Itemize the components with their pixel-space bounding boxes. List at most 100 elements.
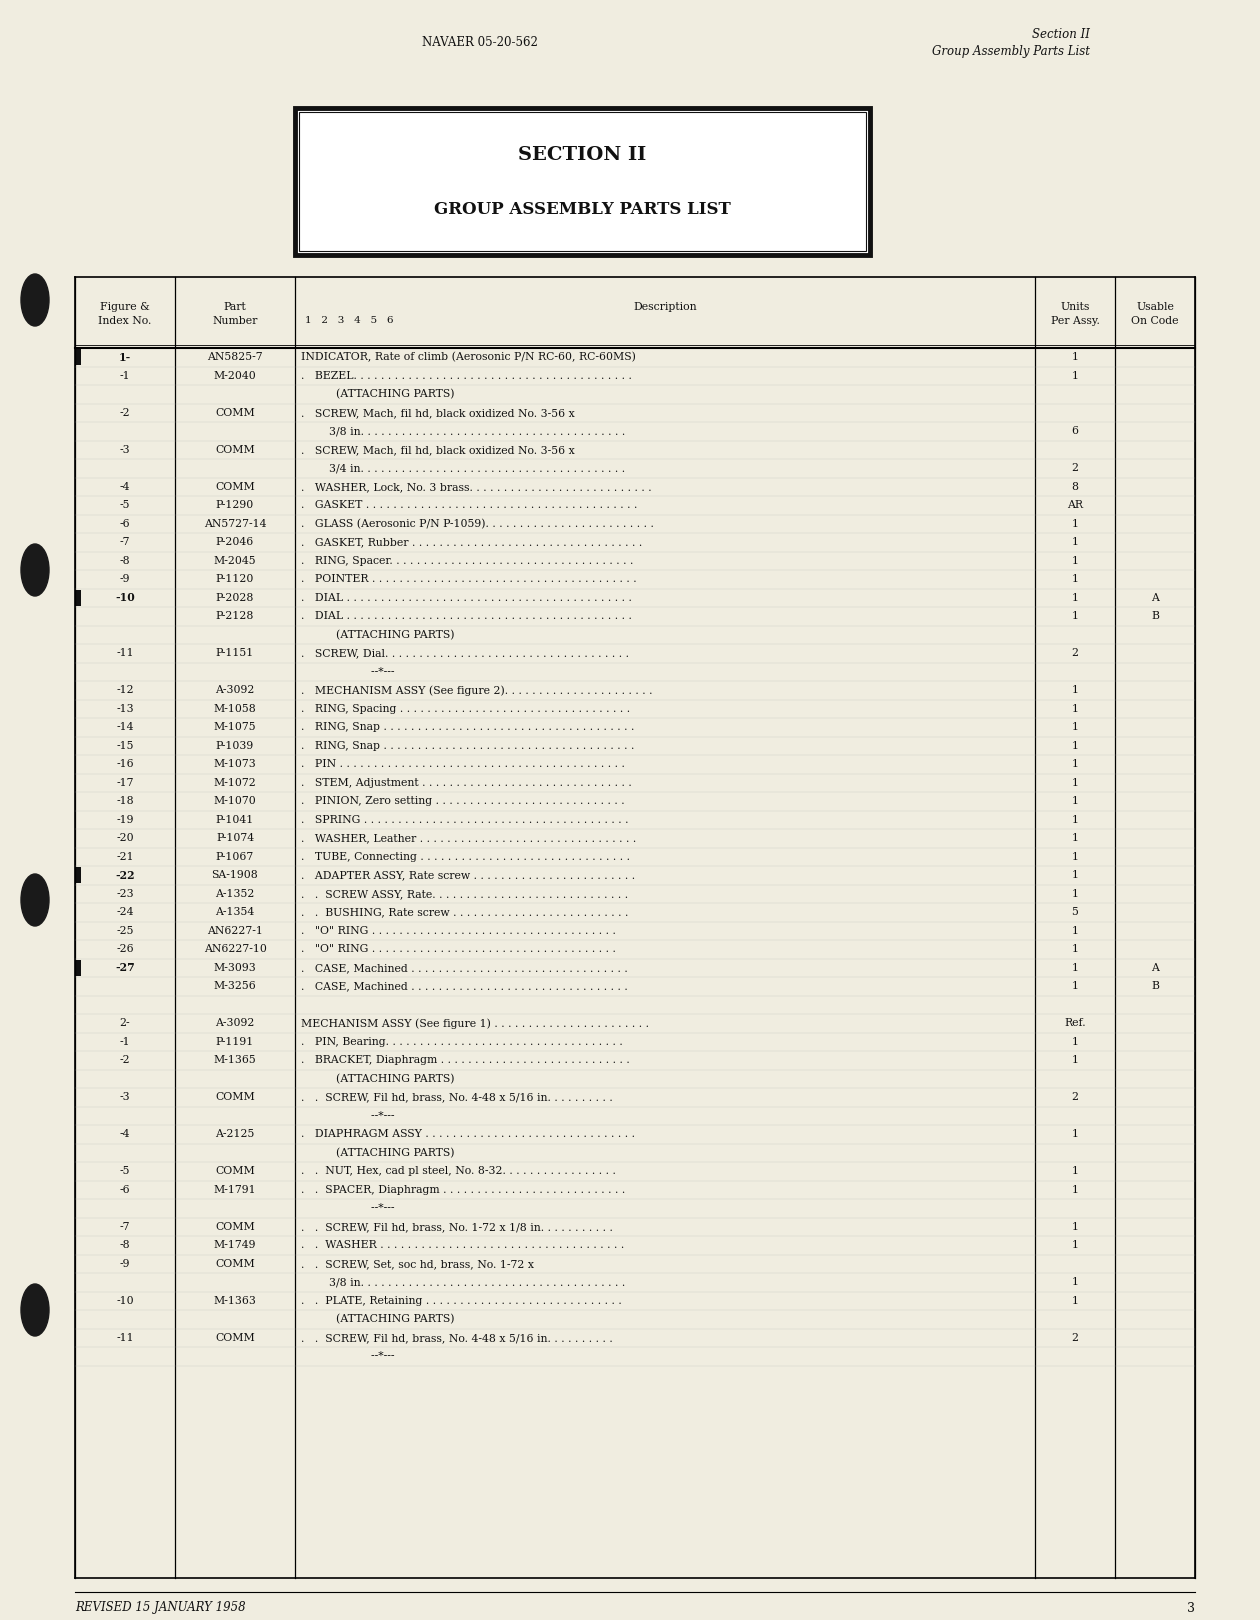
Text: .   .  SCREW, Fil hd, brass, No. 4-48 x 5/16 in. . . . . . . . . .: . . SCREW, Fil hd, brass, No. 4-48 x 5/1… bbox=[301, 1333, 612, 1343]
Text: .   .  WASHER . . . . . . . . . . . . . . . . . . . . . . . . . . . . . . . . . : . . WASHER . . . . . . . . . . . . . . .… bbox=[301, 1241, 624, 1251]
Text: -16: -16 bbox=[116, 760, 134, 770]
Text: B: B bbox=[1152, 982, 1159, 991]
Text: 1: 1 bbox=[1071, 1129, 1079, 1139]
Text: P-2128: P-2128 bbox=[215, 611, 255, 620]
Text: 5: 5 bbox=[1071, 907, 1079, 917]
Text: .   PINION, Zero setting . . . . . . . . . . . . . . . . . . . . . . . . . . . .: . PINION, Zero setting . . . . . . . . .… bbox=[301, 797, 625, 807]
Text: SA-1908: SA-1908 bbox=[212, 870, 258, 880]
Text: -4: -4 bbox=[120, 481, 130, 492]
Text: NAVAER 05-20-562: NAVAER 05-20-562 bbox=[422, 36, 538, 49]
Text: .   "O" RING . . . . . . . . . . . . . . . . . . . . . . . . . . . . . . . . . .: . "O" RING . . . . . . . . . . . . . . .… bbox=[301, 925, 616, 936]
Text: .   .  SPACER, Diaphragm . . . . . . . . . . . . . . . . . . . . . . . . . . .: . . SPACER, Diaphragm . . . . . . . . . … bbox=[301, 1184, 625, 1196]
Text: .   WASHER, Lock, No. 3 brass. . . . . . . . . . . . . . . . . . . . . . . . . .: . WASHER, Lock, No. 3 brass. . . . . . .… bbox=[301, 481, 651, 492]
Text: 1: 1 bbox=[1071, 925, 1079, 936]
Text: 1: 1 bbox=[1071, 352, 1079, 363]
Text: .   MECHANISM ASSY (See figure 2). . . . . . . . . . . . . . . . . . . . . .: . MECHANISM ASSY (See figure 2). . . . .… bbox=[301, 685, 653, 695]
Text: Ref.: Ref. bbox=[1065, 1019, 1086, 1029]
Text: A-2125: A-2125 bbox=[215, 1129, 255, 1139]
Text: -24: -24 bbox=[116, 907, 134, 917]
Text: .   SPRING . . . . . . . . . . . . . . . . . . . . . . . . . . . . . . . . . . .: . SPRING . . . . . . . . . . . . . . . .… bbox=[301, 815, 629, 825]
Text: .   TUBE, Connecting . . . . . . . . . . . . . . . . . . . . . . . . . . . . . .: . TUBE, Connecting . . . . . . . . . . .… bbox=[301, 852, 630, 862]
FancyBboxPatch shape bbox=[299, 112, 866, 251]
Text: 1: 1 bbox=[1071, 797, 1079, 807]
Text: 1: 1 bbox=[1071, 723, 1079, 732]
Text: 1: 1 bbox=[1071, 1221, 1079, 1231]
Text: .   RING, Spacing . . . . . . . . . . . . . . . . . . . . . . . . . . . . . . . : . RING, Spacing . . . . . . . . . . . . … bbox=[301, 703, 630, 714]
Text: A-3092: A-3092 bbox=[215, 1019, 255, 1029]
Text: AN5825-7: AN5825-7 bbox=[207, 352, 263, 363]
Text: 1: 1 bbox=[1071, 518, 1079, 528]
Bar bbox=[76, 590, 81, 606]
Text: P-2046: P-2046 bbox=[215, 538, 255, 548]
Text: -1: -1 bbox=[120, 1037, 130, 1047]
Text: -5: -5 bbox=[120, 501, 130, 510]
Text: (ATTACHING PARTS): (ATTACHING PARTS) bbox=[301, 389, 455, 400]
Text: 1: 1 bbox=[1071, 703, 1079, 714]
Text: -21: -21 bbox=[116, 852, 134, 862]
Text: -19: -19 bbox=[116, 815, 134, 825]
Text: .   .  BUSHING, Rate screw . . . . . . . . . . . . . . . . . . . . . . . . . .: . . BUSHING, Rate screw . . . . . . . . … bbox=[301, 907, 629, 917]
Text: M-1075: M-1075 bbox=[214, 723, 256, 732]
Text: -11: -11 bbox=[116, 1333, 134, 1343]
Text: M-3256: M-3256 bbox=[214, 982, 256, 991]
Text: .   RING, Snap . . . . . . . . . . . . . . . . . . . . . . . . . . . . . . . . .: . RING, Snap . . . . . . . . . . . . . .… bbox=[301, 723, 634, 732]
Text: Description: Description bbox=[634, 301, 697, 313]
Text: M-2040: M-2040 bbox=[214, 371, 256, 381]
Text: M-3093: M-3093 bbox=[214, 962, 256, 972]
Text: Section II: Section II bbox=[1032, 29, 1090, 42]
Text: .   "O" RING . . . . . . . . . . . . . . . . . . . . . . . . . . . . . . . . . .: . "O" RING . . . . . . . . . . . . . . .… bbox=[301, 944, 616, 954]
Text: .   ADAPTER ASSY, Rate screw . . . . . . . . . . . . . . . . . . . . . . . .: . ADAPTER ASSY, Rate screw . . . . . . .… bbox=[301, 870, 635, 880]
Text: 1: 1 bbox=[1071, 371, 1079, 381]
Text: -6: -6 bbox=[120, 1184, 130, 1196]
Text: 1: 1 bbox=[1071, 852, 1079, 862]
Text: .   GASKET, Rubber . . . . . . . . . . . . . . . . . . . . . . . . . . . . . . .: . GASKET, Rubber . . . . . . . . . . . .… bbox=[301, 538, 643, 548]
Text: COMM: COMM bbox=[215, 408, 255, 418]
Text: 1: 1 bbox=[1071, 611, 1079, 620]
Text: -12: -12 bbox=[116, 685, 134, 695]
Text: P-1039: P-1039 bbox=[215, 740, 255, 750]
Text: 8: 8 bbox=[1071, 481, 1079, 492]
Text: -11: -11 bbox=[116, 648, 134, 658]
Text: .   DIAL . . . . . . . . . . . . . . . . . . . . . . . . . . . . . . . . . . . .: . DIAL . . . . . . . . . . . . . . . . .… bbox=[301, 611, 631, 620]
Text: COMM: COMM bbox=[215, 481, 255, 492]
Text: .   PIN . . . . . . . . . . . . . . . . . . . . . . . . . . . . . . . . . . . . : . PIN . . . . . . . . . . . . . . . . . … bbox=[301, 760, 625, 770]
Text: --*---: --*--- bbox=[301, 667, 394, 677]
Text: AN6227-1: AN6227-1 bbox=[207, 925, 263, 936]
Text: .   CASE, Machined . . . . . . . . . . . . . . . . . . . . . . . . . . . . . . .: . CASE, Machined . . . . . . . . . . . .… bbox=[301, 982, 627, 991]
Text: (ATTACHING PARTS): (ATTACHING PARTS) bbox=[301, 630, 455, 640]
Text: -20: -20 bbox=[116, 833, 134, 844]
Text: M-1072: M-1072 bbox=[214, 778, 256, 787]
Text: -8: -8 bbox=[120, 556, 130, 565]
Text: -23: -23 bbox=[116, 889, 134, 899]
Text: P-1120: P-1120 bbox=[215, 573, 255, 585]
Text: .   CASE, Machined . . . . . . . . . . . . . . . . . . . . . . . . . . . . . . .: . CASE, Machined . . . . . . . . . . . .… bbox=[301, 962, 627, 972]
Text: .   GLASS (Aerosonic P/N P-1059). . . . . . . . . . . . . . . . . . . . . . . . : . GLASS (Aerosonic P/N P-1059). . . . . … bbox=[301, 518, 654, 528]
Bar bbox=[76, 961, 81, 975]
Text: --*---: --*--- bbox=[301, 1111, 394, 1121]
Text: -6: -6 bbox=[120, 518, 130, 528]
Text: M-1365: M-1365 bbox=[214, 1055, 256, 1066]
Text: 1: 1 bbox=[1071, 1277, 1079, 1288]
Text: 1: 1 bbox=[1071, 870, 1079, 880]
Text: -7: -7 bbox=[120, 538, 130, 548]
Text: COMM: COMM bbox=[215, 1092, 255, 1102]
Text: M-1070: M-1070 bbox=[214, 797, 256, 807]
Text: COMM: COMM bbox=[215, 1333, 255, 1343]
Text: 1: 1 bbox=[1071, 815, 1079, 825]
Text: .   RING, Spacer. . . . . . . . . . . . . . . . . . . . . . . . . . . . . . . . : . RING, Spacer. . . . . . . . . . . . . … bbox=[301, 556, 634, 565]
Text: -8: -8 bbox=[120, 1241, 130, 1251]
Text: Part: Part bbox=[223, 301, 247, 313]
Text: 1: 1 bbox=[1071, 889, 1079, 899]
Text: 3: 3 bbox=[1187, 1602, 1194, 1615]
Text: 2: 2 bbox=[1071, 463, 1079, 473]
Text: .   POINTER . . . . . . . . . . . . . . . . . . . . . . . . . . . . . . . . . . : . POINTER . . . . . . . . . . . . . . . … bbox=[301, 573, 636, 585]
Text: .   .  SCREW, Set, soc hd, brass, No. 1-72 x: . . SCREW, Set, soc hd, brass, No. 1-72 … bbox=[301, 1259, 534, 1268]
Text: Usable: Usable bbox=[1137, 301, 1174, 313]
Text: -10: -10 bbox=[116, 1296, 134, 1306]
Text: P-1041: P-1041 bbox=[215, 815, 255, 825]
Text: B: B bbox=[1152, 611, 1159, 620]
Text: P-1074: P-1074 bbox=[215, 833, 255, 844]
Text: 1   2   3   4   5   6: 1 2 3 4 5 6 bbox=[305, 316, 393, 326]
Text: GROUP ASSEMBLY PARTS LIST: GROUP ASSEMBLY PARTS LIST bbox=[435, 201, 731, 219]
Text: Figure &: Figure & bbox=[100, 301, 150, 313]
